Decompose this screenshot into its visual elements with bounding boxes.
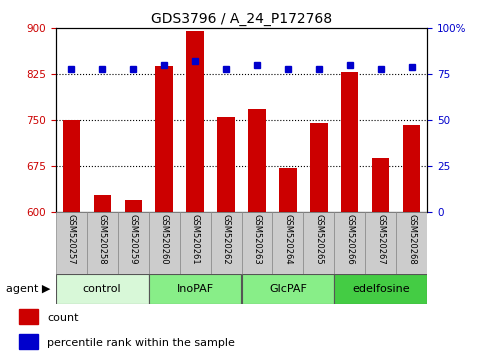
Text: GSM520263: GSM520263 (253, 214, 261, 265)
Bar (366, 212, 397, 274)
Bar (248, 109, 266, 212)
Bar (311, 124, 327, 212)
Text: GSM520259: GSM520259 (128, 214, 138, 265)
Text: edelfosine: edelfosine (352, 284, 410, 295)
Text: GSM520265: GSM520265 (314, 214, 324, 265)
Bar (334, 212, 366, 274)
Bar (149, 212, 180, 274)
Bar (397, 212, 427, 274)
Text: GSM520264: GSM520264 (284, 214, 293, 265)
Bar (149, 274, 242, 304)
Bar (86, 212, 117, 274)
Text: GSM520258: GSM520258 (98, 214, 107, 265)
Bar (117, 212, 149, 274)
Text: InoPAF: InoPAF (176, 284, 213, 295)
Text: control: control (83, 284, 121, 295)
Bar (303, 212, 334, 274)
Text: GSM520266: GSM520266 (345, 214, 355, 265)
Text: count: count (47, 313, 79, 323)
Bar (56, 274, 149, 304)
Bar (19, 334, 38, 349)
Bar (180, 212, 211, 274)
Text: GSM520261: GSM520261 (190, 214, 199, 265)
Text: percentile rank within the sample: percentile rank within the sample (47, 338, 235, 348)
Text: agent ▶: agent ▶ (6, 284, 51, 295)
Text: GSM520257: GSM520257 (67, 214, 75, 265)
Text: GDS3796 / A_24_P172768: GDS3796 / A_24_P172768 (151, 12, 332, 27)
Bar (211, 212, 242, 274)
Text: GSM520262: GSM520262 (222, 214, 230, 265)
Bar (156, 66, 172, 212)
Bar (62, 120, 80, 212)
Bar (372, 158, 389, 212)
Text: GlcPAF: GlcPAF (269, 284, 307, 295)
Bar (242, 212, 272, 274)
Bar (217, 117, 235, 212)
Bar (56, 212, 86, 274)
Bar (280, 168, 297, 212)
Bar (272, 212, 303, 274)
Bar (334, 274, 427, 304)
Text: GSM520267: GSM520267 (376, 214, 385, 265)
Text: GSM520260: GSM520260 (159, 214, 169, 265)
Bar (242, 274, 334, 304)
Bar (341, 73, 358, 212)
Bar (403, 125, 421, 212)
Bar (125, 200, 142, 212)
Bar (186, 32, 203, 212)
Bar (19, 309, 38, 324)
Bar (94, 195, 111, 212)
Text: GSM520268: GSM520268 (408, 214, 416, 265)
